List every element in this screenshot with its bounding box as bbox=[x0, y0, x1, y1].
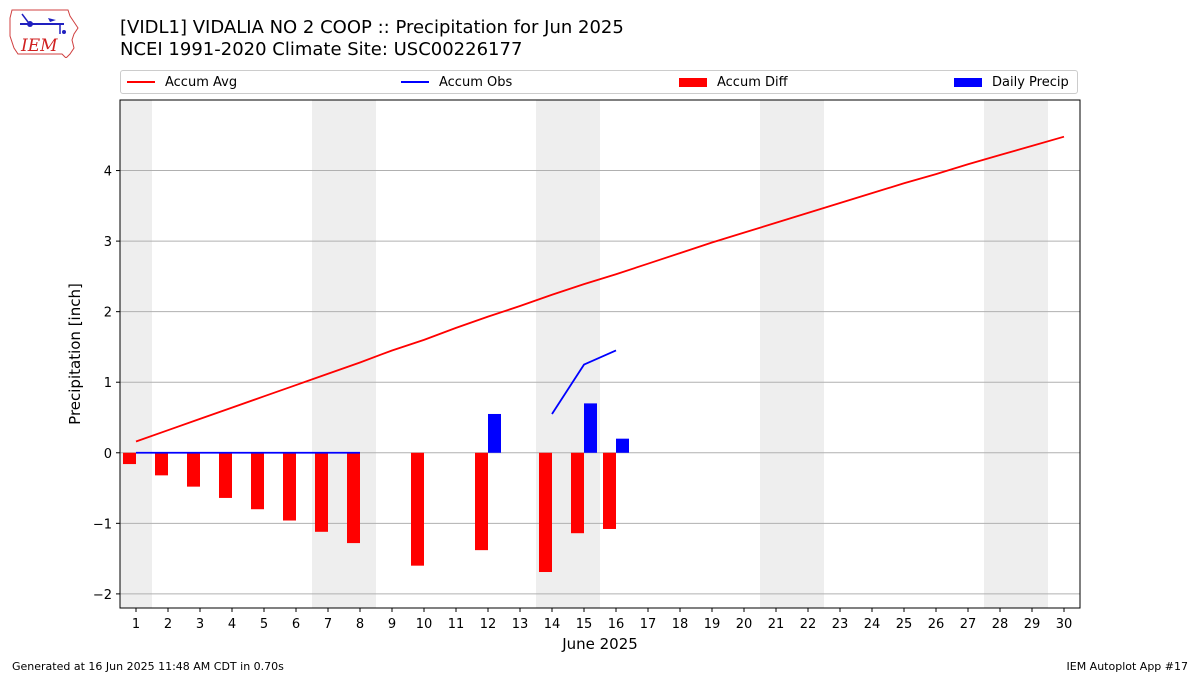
weekend-band-3 bbox=[760, 100, 824, 608]
x-tick-label: 5 bbox=[260, 617, 268, 632]
x-axis-label: June 2025 bbox=[561, 635, 638, 653]
bar-accum-diff bbox=[315, 452, 328, 532]
bar-accum-diff bbox=[347, 452, 360, 544]
y-tick-label: 2 bbox=[104, 306, 112, 321]
legend-item-accum-avg: Accum Avg bbox=[127, 71, 237, 93]
plot-frame bbox=[119, 99, 1081, 609]
y-tick-label: −2 bbox=[93, 588, 112, 603]
x-tick-label: 28 bbox=[992, 617, 1009, 632]
weekend-band-0 bbox=[120, 100, 152, 608]
legend-label-accum-obs: Accum Obs bbox=[439, 74, 513, 90]
x-tick-label: 18 bbox=[672, 617, 689, 632]
x-tick-label: 16 bbox=[608, 617, 625, 632]
x-tick-label: 8 bbox=[356, 617, 364, 632]
bar-accum-diff bbox=[539, 452, 552, 573]
x-tick-label: 15 bbox=[576, 617, 593, 632]
legend-label-accum-avg: Accum Avg bbox=[165, 74, 238, 90]
bar-accum-diff bbox=[283, 452, 296, 521]
y-tick-label: 0 bbox=[104, 447, 112, 462]
legend-swatch-accum-diff bbox=[679, 77, 707, 87]
legend-item-daily-precip: Daily Precip bbox=[954, 71, 1069, 93]
x-tick-label: 3 bbox=[196, 617, 204, 632]
bar-accum-diff bbox=[411, 452, 424, 566]
bar-daily-precip bbox=[616, 438, 629, 453]
iem-logo: IEM bbox=[9, 9, 79, 58]
x-tick-label: 24 bbox=[864, 617, 881, 632]
weekend-band-1 bbox=[312, 100, 376, 608]
legend-item-accum-obs: Accum Obs bbox=[401, 71, 512, 93]
chart-title: [VIDL1] VIDALIA NO 2 COOP :: Precipitati… bbox=[120, 17, 624, 38]
x-tick-label: 12 bbox=[480, 617, 497, 632]
x-tick-label: 4 bbox=[228, 617, 236, 632]
x-tick-label: 9 bbox=[388, 617, 396, 632]
footer-app: IEM Autoplot App #17 bbox=[1066, 660, 1189, 673]
bar-accum-diff bbox=[123, 452, 136, 465]
legend: Accum Avg Accum Obs Accum Diff Daily Pre… bbox=[120, 70, 1078, 94]
line-accum-avg bbox=[135, 135, 1065, 443]
x-tick-label: 30 bbox=[1056, 617, 1073, 632]
logo-text: IEM bbox=[20, 36, 58, 56]
x-tick-label: 17 bbox=[640, 617, 657, 632]
bar-accum-diff bbox=[571, 452, 584, 534]
bar-accum-diff bbox=[187, 452, 200, 487]
bar-accum-diff bbox=[603, 452, 616, 529]
footer-generated: Generated at 16 Jun 2025 11:48 AM CDT in… bbox=[12, 660, 284, 673]
x-tick-label: 29 bbox=[1024, 617, 1041, 632]
y-axis-label: Precipitation [inch] bbox=[66, 283, 84, 425]
legend-item-accum-diff: Accum Diff bbox=[679, 71, 788, 93]
x-tick-label: 2 bbox=[164, 617, 172, 632]
x-tick-label: 26 bbox=[928, 617, 945, 632]
x-tick-label: 20 bbox=[736, 617, 753, 632]
x-tick-label: 13 bbox=[512, 617, 529, 632]
legend-swatch-accum-avg bbox=[127, 81, 155, 83]
x-tick-label: 14 bbox=[544, 617, 561, 632]
y-tick-label: 4 bbox=[104, 165, 112, 180]
x-tick-label: 10 bbox=[416, 617, 433, 632]
y-tick-label: 3 bbox=[104, 235, 112, 250]
x-tick-label: 25 bbox=[896, 617, 913, 632]
y-tick-label: 1 bbox=[104, 376, 112, 391]
bar-accum-diff bbox=[155, 452, 168, 476]
x-tick-label: 11 bbox=[448, 617, 465, 632]
line-accum-obs-segment-1 bbox=[551, 349, 617, 415]
chart-subtitle: NCEI 1991-2020 Climate Site: USC00226177 bbox=[120, 39, 523, 60]
x-tick-label: 6 bbox=[292, 617, 300, 632]
bar-accum-diff bbox=[251, 452, 264, 510]
legend-label-daily-precip: Daily Precip bbox=[992, 74, 1069, 90]
bar-daily-precip bbox=[584, 403, 597, 453]
x-tick-label: 21 bbox=[768, 617, 785, 632]
x-tick-label: 7 bbox=[324, 617, 332, 632]
weekend-band-2 bbox=[536, 100, 600, 608]
legend-swatch-accum-obs bbox=[401, 81, 429, 83]
x-tick-label: 22 bbox=[800, 617, 817, 632]
x-tick-label: 1 bbox=[132, 617, 140, 632]
bar-daily-precip bbox=[488, 413, 501, 453]
y-tick-label: −1 bbox=[93, 517, 112, 532]
bar-accum-diff bbox=[475, 452, 488, 551]
x-tick-label: 23 bbox=[832, 617, 849, 632]
weekend-band-4 bbox=[984, 100, 1048, 608]
x-tick-label: 19 bbox=[704, 617, 721, 632]
legend-label-accum-diff: Accum Diff bbox=[717, 74, 788, 90]
x-tick-label: 27 bbox=[960, 617, 977, 632]
legend-swatch-daily-precip bbox=[954, 77, 982, 87]
bar-accum-diff bbox=[219, 452, 232, 498]
